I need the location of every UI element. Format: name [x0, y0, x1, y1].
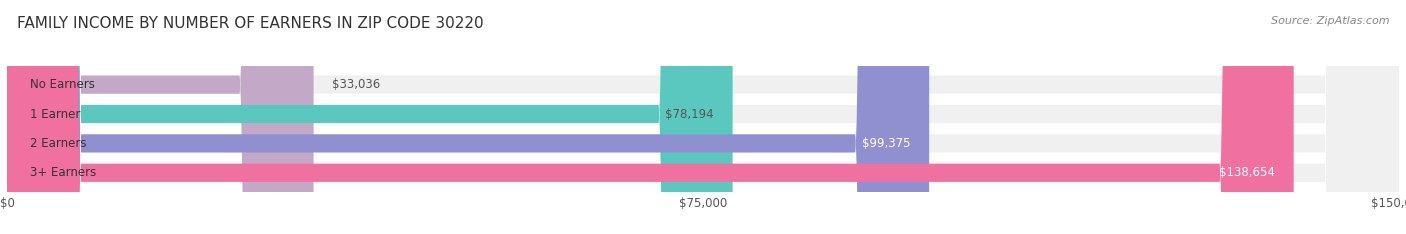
FancyBboxPatch shape: [7, 0, 314, 234]
FancyBboxPatch shape: [7, 0, 1399, 234]
FancyBboxPatch shape: [7, 0, 733, 234]
Text: 1 Earner: 1 Earner: [31, 107, 80, 121]
Text: No Earners: No Earners: [31, 78, 96, 91]
FancyBboxPatch shape: [7, 0, 1399, 234]
FancyBboxPatch shape: [7, 0, 929, 234]
FancyBboxPatch shape: [7, 0, 1399, 234]
FancyBboxPatch shape: [7, 0, 1294, 234]
Text: $33,036: $33,036: [332, 78, 381, 91]
Text: 2 Earners: 2 Earners: [31, 137, 87, 150]
Text: 3+ Earners: 3+ Earners: [31, 166, 97, 179]
Text: FAMILY INCOME BY NUMBER OF EARNERS IN ZIP CODE 30220: FAMILY INCOME BY NUMBER OF EARNERS IN ZI…: [17, 16, 484, 31]
Text: $78,194: $78,194: [665, 107, 714, 121]
Text: $99,375: $99,375: [862, 137, 911, 150]
FancyBboxPatch shape: [7, 0, 1399, 234]
Text: $138,654: $138,654: [1219, 166, 1275, 179]
Text: Source: ZipAtlas.com: Source: ZipAtlas.com: [1271, 16, 1389, 26]
